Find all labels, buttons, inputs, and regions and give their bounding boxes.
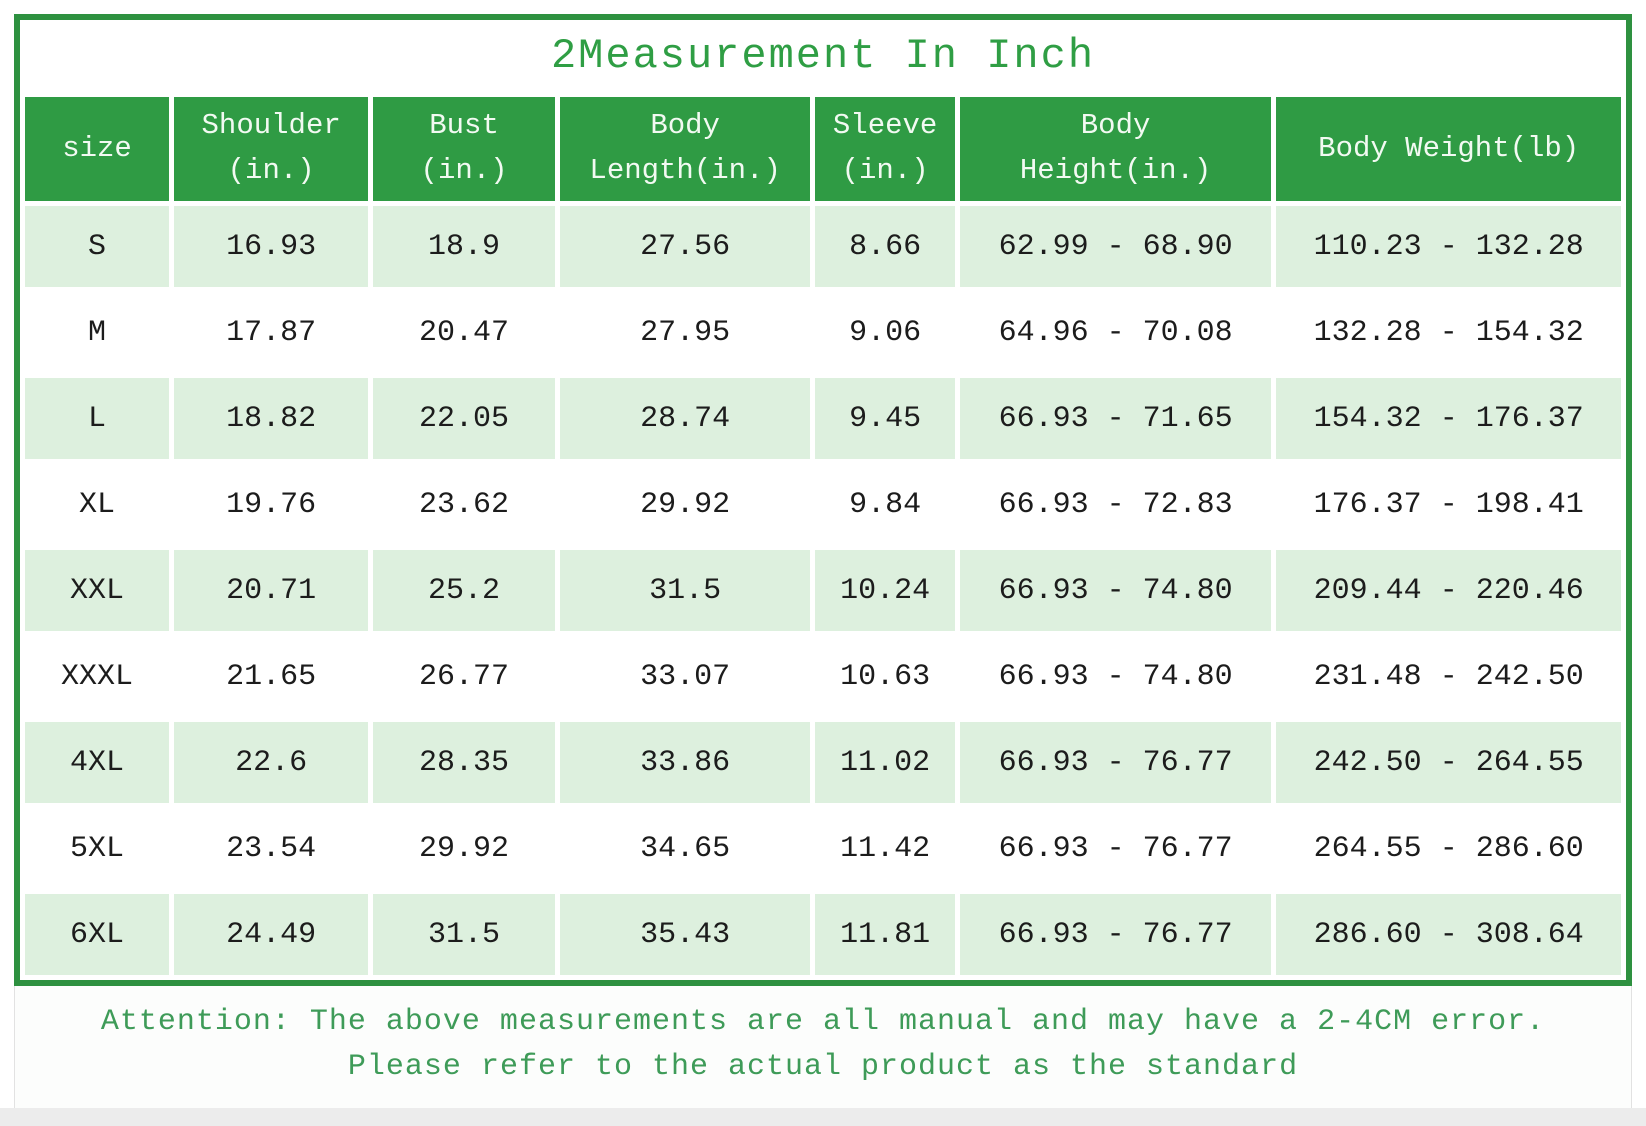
value-cell: 64.96 - 70.08 — [959, 292, 1272, 373]
value-cell: 28.35 — [373, 722, 555, 803]
size-cell: XXXL — [25, 636, 170, 717]
size-measurement-table: size Shoulder (in.) Bust (in.) Body Length(in.… — [20, 92, 1626, 980]
size-cell: 4XL — [25, 722, 170, 803]
value-cell: 9.45 — [815, 378, 955, 459]
header-cell: Body Length(in.) — [559, 97, 811, 201]
value-cell: 18.9 — [373, 206, 555, 287]
note-line-2: Please refer to the actual product as th… — [347, 1050, 1299, 1084]
value-cell: 34.65 — [559, 808, 811, 889]
value-cell: 9.84 — [815, 464, 955, 545]
value-cell: 66.93 - 74.80 — [959, 550, 1272, 631]
value-cell: 24.49 — [174, 894, 369, 975]
value-cell: 66.93 - 71.65 — [959, 378, 1272, 459]
value-cell: 29.92 — [559, 464, 811, 545]
size-cell: 5XL — [25, 808, 170, 889]
value-cell: 25.2 — [373, 550, 555, 631]
header-cell: Sleeve (in.) — [815, 97, 955, 201]
value-cell: 66.93 - 76.77 — [959, 808, 1272, 889]
value-cell: 29.92 — [373, 808, 555, 889]
value-cell: 20.47 — [373, 292, 555, 373]
table-row: XL 19.76 23.62 29.92 9.84 66.93 - 72.83 176.37… — [25, 464, 1621, 545]
table-row: 6XL 24.49 31.5 35.43 11.81 66.93 - 76.77 286.6… — [25, 894, 1621, 975]
value-cell: 132.28 - 154.32 — [1276, 292, 1621, 373]
size-cell: L — [25, 378, 170, 459]
value-cell: 209.44 - 220.46 — [1276, 550, 1621, 631]
value-cell: 22.05 — [373, 378, 555, 459]
value-cell: 23.54 — [174, 808, 369, 889]
value-cell: 19.76 — [174, 464, 369, 545]
value-cell: 23.62 — [373, 464, 555, 545]
table-row: XXXL 21.65 26.77 33.07 10.63 66.93 - 74.80 231… — [25, 636, 1621, 717]
value-cell: 242.50 - 264.55 — [1276, 722, 1621, 803]
header-cell: Bust (in.) — [373, 97, 555, 201]
value-cell: 62.99 - 68.90 — [959, 206, 1272, 287]
chart-title: 2Measurement In Inch — [550, 32, 1096, 80]
value-cell: 11.81 — [815, 894, 955, 975]
header-cell: Shoulder (in.) — [174, 97, 369, 201]
table-row: S 16.93 18.9 27.56 8.66 62.99 - 68.90 110.23 -… — [25, 206, 1621, 287]
note-line-1: Attention: The above measurements are al… — [100, 1005, 1546, 1039]
size-cell: S — [25, 206, 170, 287]
bottom-strip — [0, 1108, 1646, 1126]
size-cell: XL — [25, 464, 170, 545]
table-row: XXL 20.71 25.2 31.5 10.24 66.93 - 74.80 209.44… — [25, 550, 1621, 631]
value-cell: 264.55 - 286.60 — [1276, 808, 1621, 889]
value-cell: 154.32 - 176.37 — [1276, 378, 1621, 459]
value-cell: 22.6 — [174, 722, 369, 803]
value-cell: 66.93 - 76.77 — [959, 894, 1272, 975]
table-row: 5XL 23.54 29.92 34.65 11.42 66.93 - 76.77 264.… — [25, 808, 1621, 889]
value-cell: 66.93 - 76.77 — [959, 722, 1272, 803]
table-row: 4XL 22.6 28.35 33.86 11.02 66.93 - 76.77 242.5… — [25, 722, 1621, 803]
value-cell: 11.42 — [815, 808, 955, 889]
value-cell: 66.93 - 72.83 — [959, 464, 1272, 545]
value-cell: 8.66 — [815, 206, 955, 287]
size-cell: XXL — [25, 550, 170, 631]
size-chart-frame: 2Measurement In Inch size Shoulder (in.) Bu… — [14, 14, 1632, 986]
value-cell: 31.5 — [559, 550, 811, 631]
table-row: L 18.82 22.05 28.74 9.45 66.93 - 71.65 154.32 … — [25, 378, 1621, 459]
header-cell: Body Weight(lb) — [1276, 97, 1621, 201]
value-cell: 28.74 — [559, 378, 811, 459]
value-cell: 33.07 — [559, 636, 811, 717]
size-cell: 6XL — [25, 894, 170, 975]
table-header-row: size Shoulder (in.) Bust (in.) Body Length(in.… — [25, 97, 1621, 201]
header-cell: size — [25, 97, 170, 201]
value-cell: 27.95 — [559, 292, 811, 373]
attention-note: Attention: The above measurements are al… — [14, 986, 1632, 1109]
value-cell: 110.23 - 132.28 — [1276, 206, 1621, 287]
value-cell: 11.02 — [815, 722, 955, 803]
value-cell: 231.48 - 242.50 — [1276, 636, 1621, 717]
value-cell: 10.63 — [815, 636, 955, 717]
value-cell: 27.56 — [559, 206, 811, 287]
value-cell: 17.87 — [174, 292, 369, 373]
size-cell: M — [25, 292, 170, 373]
table-row: M 17.87 20.47 27.95 9.06 64.96 - 70.08 132.28 … — [25, 292, 1621, 373]
value-cell: 66.93 - 74.80 — [959, 636, 1272, 717]
value-cell: 33.86 — [559, 722, 811, 803]
value-cell: 9.06 — [815, 292, 955, 373]
value-cell: 26.77 — [373, 636, 555, 717]
value-cell: 176.37 - 198.41 — [1276, 464, 1621, 545]
value-cell: 286.60 - 308.64 — [1276, 894, 1621, 975]
value-cell: 31.5 — [373, 894, 555, 975]
header-cell: Body Height(in.) — [959, 97, 1272, 201]
value-cell: 16.93 — [174, 206, 369, 287]
value-cell: 35.43 — [559, 894, 811, 975]
value-cell: 10.24 — [815, 550, 955, 631]
value-cell: 20.71 — [174, 550, 369, 631]
value-cell: 18.82 — [174, 378, 369, 459]
value-cell: 21.65 — [174, 636, 369, 717]
